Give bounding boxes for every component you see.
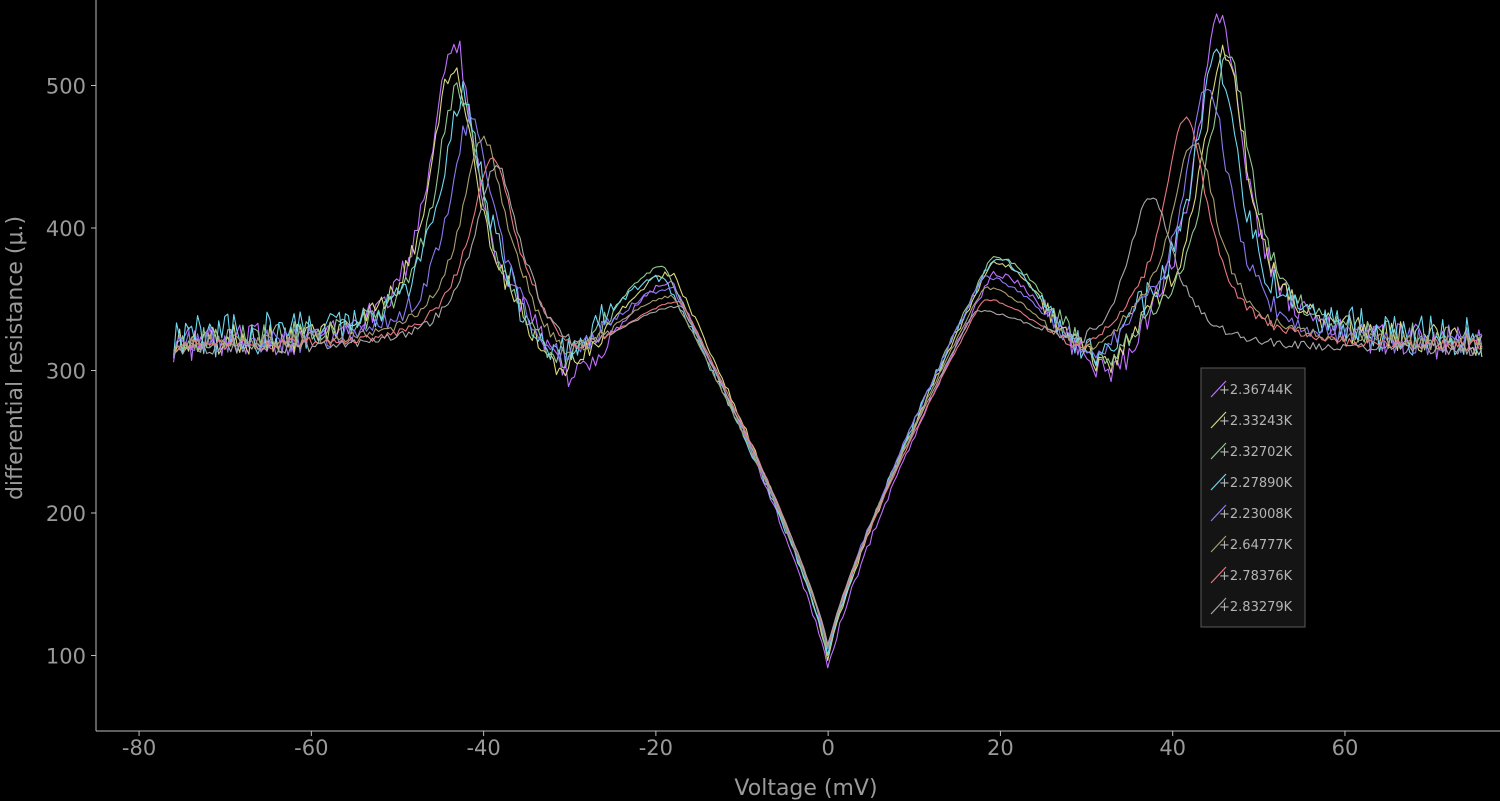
legend-swatch — [1210, 566, 1227, 584]
x-tick-label: 0 — [821, 736, 834, 760]
series-line — [172, 164, 1483, 646]
y-tick-label: 300 — [46, 359, 86, 383]
legend-label: +2.36744K — [1219, 383, 1293, 398]
x-tick-label: -20 — [639, 736, 673, 760]
y-tick-label: 500 — [46, 74, 86, 98]
x-ticks: -80 -60 -40 -20 0 20 40 60 — [122, 731, 1358, 760]
series-line — [172, 48, 1483, 656]
legend-label: +2.27890K — [1219, 476, 1293, 491]
y-tick-label: 200 — [46, 502, 86, 526]
x-tick-label: 60 — [1332, 736, 1359, 760]
x-tick-label: -80 — [122, 736, 156, 760]
legend-swatch — [1210, 442, 1227, 460]
y-tick-label: 400 — [46, 217, 86, 241]
x-tick-label: -40 — [466, 736, 500, 760]
legend-label: +2.64777K — [1219, 538, 1293, 553]
y-ticks: 100 200 300 400 500 — [46, 74, 96, 668]
legend-box — [1200, 367, 1306, 628]
legend-swatch — [1210, 535, 1227, 553]
x-tick-label: -60 — [294, 736, 328, 760]
y-tick-label: 100 — [46, 644, 86, 668]
legend-label: +2.33243K — [1219, 414, 1293, 429]
legend-swatch — [1210, 473, 1227, 491]
legend-label: +2.32702K — [1219, 445, 1293, 460]
series-line — [172, 44, 1483, 662]
legend: +2.36744K +2.33243K +2.32702K +2.27890K +2.2… — [1200, 367, 1306, 628]
plot-series — [172, 13, 1483, 669]
legend-label: +2.78376K — [1219, 569, 1293, 584]
axes: -80 -60 -40 -20 0 20 40 60 100 200 300 400 500 — [46, 0, 1500, 760]
legend-swatch — [1210, 504, 1227, 522]
legend-swatch — [1210, 411, 1227, 429]
x-tick-label: 40 — [1159, 736, 1186, 760]
x-axis-title: Voltage (mV) — [734, 776, 877, 801]
series-line — [172, 88, 1483, 650]
y-axis-title: differential resistance (μ.) — [3, 216, 28, 500]
legend-label: +2.83279K — [1219, 600, 1293, 615]
legend-label: +2.23008K — [1219, 507, 1293, 522]
legend-swatch — [1210, 380, 1227, 398]
x-tick-label: 20 — [987, 736, 1014, 760]
legend-swatch — [1210, 597, 1227, 615]
